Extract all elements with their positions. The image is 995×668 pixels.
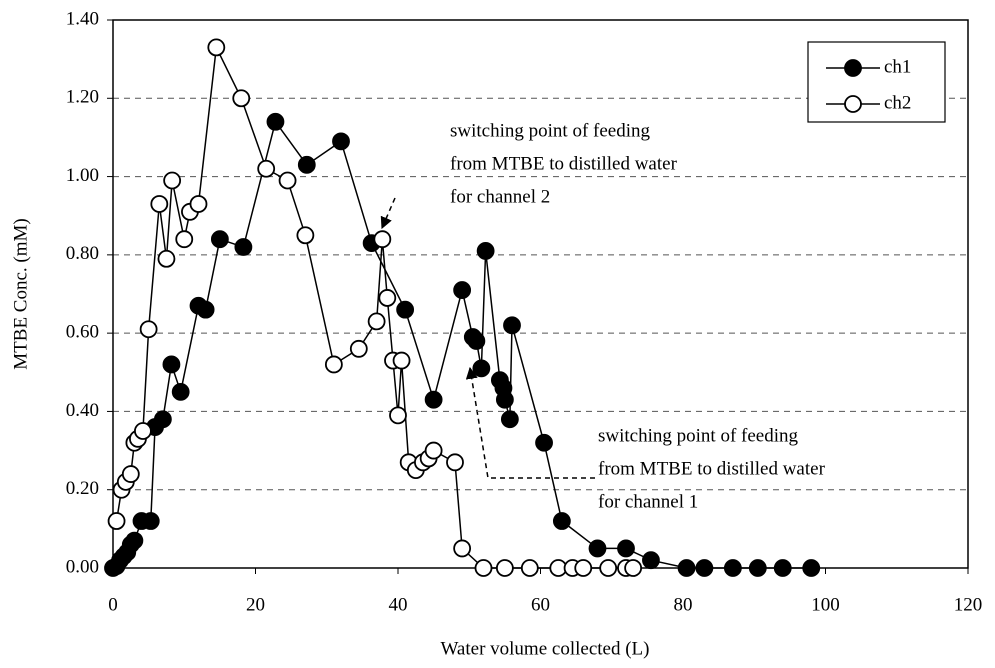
x-tick-label: 0 xyxy=(108,594,118,615)
annotation-arrow xyxy=(380,197,396,230)
marker xyxy=(171,382,190,401)
marker xyxy=(163,171,182,190)
marker xyxy=(157,249,176,268)
marker xyxy=(723,559,742,577)
marker xyxy=(396,300,415,319)
marker xyxy=(503,316,521,335)
x-tick-label: 80 xyxy=(674,594,693,615)
marker xyxy=(196,300,215,319)
marker xyxy=(189,195,208,213)
y-tick-label: 0.80 xyxy=(66,243,99,264)
marker xyxy=(748,559,767,577)
marker xyxy=(695,559,714,577)
marker xyxy=(278,171,297,190)
marker xyxy=(139,320,158,339)
y-tick-label: 0.20 xyxy=(66,478,99,499)
marker xyxy=(367,312,386,331)
annotation: for channel 2 xyxy=(450,186,550,207)
legend-label: ch1 xyxy=(884,56,911,77)
marker xyxy=(424,441,443,460)
y-tick-label: 0.60 xyxy=(66,322,99,343)
marker xyxy=(520,559,539,577)
marker xyxy=(121,465,140,483)
marker xyxy=(141,512,160,530)
marker xyxy=(349,339,368,358)
annotation-arrow xyxy=(465,366,595,479)
marker xyxy=(773,559,792,577)
marker xyxy=(500,410,519,429)
annotation: from MTBE to distilled water xyxy=(450,153,678,174)
marker xyxy=(392,351,411,370)
marker xyxy=(296,226,315,245)
y-tick-label: 1.40 xyxy=(66,8,99,29)
marker xyxy=(125,531,144,550)
marker xyxy=(642,551,660,570)
annotation: switching point of feeding xyxy=(598,425,798,446)
marker xyxy=(574,559,593,577)
y-tick-label: 1.20 xyxy=(66,87,99,108)
annotation: from MTBE to distilled water xyxy=(598,458,826,479)
marker xyxy=(474,559,493,577)
marker xyxy=(472,359,491,378)
annotation: for channel 1 xyxy=(598,491,698,512)
marker xyxy=(266,112,285,131)
marker xyxy=(134,422,152,440)
marker xyxy=(599,559,618,577)
marker xyxy=(297,155,316,174)
marker xyxy=(324,355,343,374)
marker xyxy=(175,230,194,249)
x-tick-label: 100 xyxy=(811,594,840,615)
marker xyxy=(467,332,486,350)
x-axis-label: Water volume collected (L) xyxy=(441,638,650,659)
marker xyxy=(210,230,229,249)
x-tick-label: 20 xyxy=(246,594,265,615)
marker xyxy=(802,559,821,577)
y-axis-label: MTBE Conc. (mM) xyxy=(10,218,31,369)
x-tick-label: 60 xyxy=(531,594,550,615)
marker xyxy=(232,89,251,108)
legend-marker xyxy=(844,95,862,113)
marker xyxy=(495,559,514,577)
marker xyxy=(207,38,226,57)
marker xyxy=(677,559,696,577)
marker xyxy=(389,406,407,425)
legend-marker xyxy=(844,59,862,77)
marker xyxy=(476,242,495,260)
legend-box xyxy=(807,41,946,123)
marker xyxy=(453,281,472,299)
marker xyxy=(378,289,397,307)
x-tick-label: 40 xyxy=(389,594,408,615)
marker xyxy=(107,512,126,530)
y-tick-label: 0.40 xyxy=(66,400,99,421)
marker xyxy=(617,539,635,558)
marker xyxy=(257,159,276,178)
marker xyxy=(153,410,172,429)
y-tick-label: 0.00 xyxy=(66,556,99,577)
marker xyxy=(624,559,643,577)
marker xyxy=(446,453,464,472)
marker xyxy=(588,539,607,558)
marker xyxy=(495,390,514,409)
marker xyxy=(535,433,553,452)
legend-label: ch2 xyxy=(884,92,911,113)
marker xyxy=(424,390,443,409)
marker xyxy=(552,512,571,530)
annotation: switching point of feeding xyxy=(450,120,650,141)
x-tick-label: 120 xyxy=(954,594,983,615)
marker xyxy=(453,539,472,558)
marker xyxy=(234,238,253,256)
marker xyxy=(150,195,169,213)
marker xyxy=(373,230,392,249)
marker xyxy=(332,132,350,151)
marker xyxy=(162,355,181,374)
y-tick-label: 1.00 xyxy=(66,165,99,186)
